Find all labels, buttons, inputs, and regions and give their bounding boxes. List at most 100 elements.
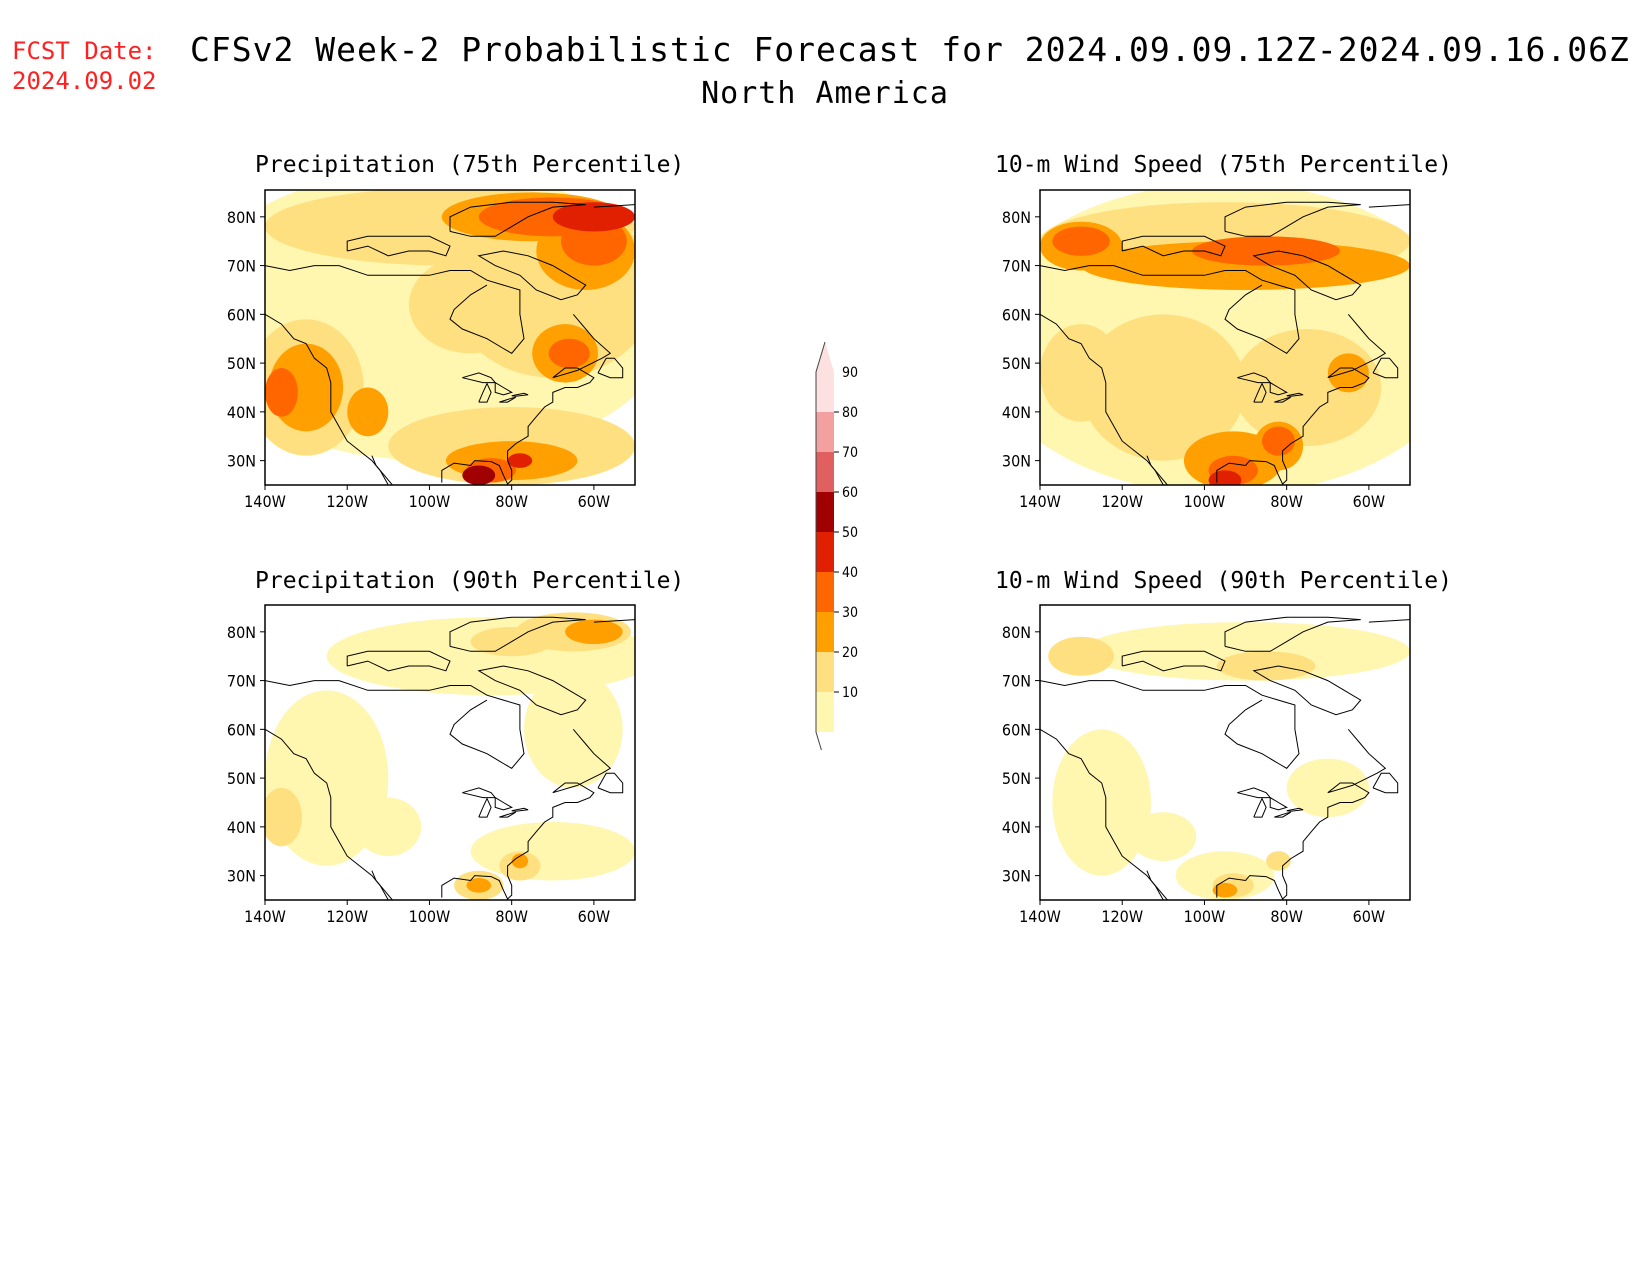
lon-label: 80W (495, 492, 528, 511)
coastline (371, 455, 393, 485)
colorbar-label: 10 (842, 685, 858, 701)
coastline (449, 616, 586, 652)
lon-label: 120W (326, 907, 368, 926)
probability-shading (1208, 470, 1242, 485)
lat-label: 70N (1002, 257, 1031, 276)
coastline (346, 235, 451, 257)
lon-label: 140W (244, 907, 286, 926)
coastline (593, 619, 635, 623)
region-subtitle: North America (701, 76, 949, 111)
coastline (597, 357, 624, 379)
coastline (1040, 680, 1300, 769)
lon-label: 140W (244, 492, 286, 511)
panel-title-wind-75: 10-m Wind Speed (75th Percentile) (995, 152, 1452, 178)
probability-shading (1048, 636, 1114, 676)
lon-label: 60W (1353, 907, 1386, 926)
probability-shading (1192, 236, 1341, 266)
coastline (1372, 772, 1399, 794)
lat-label: 60N (1002, 305, 1031, 324)
probability-shading (1216, 651, 1316, 681)
lon-label: 100W (1184, 492, 1226, 511)
colorbar-top-arrow (816, 342, 834, 372)
colorbar-label: 50 (842, 525, 858, 541)
lat-label: 50N (227, 354, 256, 373)
coastline (1224, 616, 1361, 652)
lon-label: 120W (1101, 907, 1143, 926)
colorbar-label: 60 (842, 485, 858, 501)
lat-label: 70N (227, 257, 256, 276)
map-precip-75: 80N 70N 60N 50N 40N 30N 140W 120W 100W 80W 60W (227, 189, 636, 511)
lon-label: 120W (326, 492, 368, 511)
probability-shading (408, 255, 533, 354)
colorbar-label: 30 (842, 605, 858, 621)
coastline (597, 772, 624, 794)
coastline (1040, 265, 1300, 354)
colorbar-segment (816, 532, 834, 572)
coastline (494, 797, 513, 811)
probability-colorbar: 90 80 70 60 50 40 30 20 10 (815, 341, 858, 750)
lat-label: 70N (1002, 672, 1031, 691)
coastline (1252, 250, 1362, 301)
coastline (511, 392, 529, 397)
probability-shading (1262, 426, 1295, 456)
colorbar-label: 40 (842, 565, 858, 581)
coastline (1040, 728, 1164, 900)
coastline (494, 382, 513, 396)
coastline (371, 870, 393, 900)
coastline (441, 728, 612, 900)
map-frame (1039, 604, 1411, 901)
lat-label: 80N (227, 208, 256, 227)
fcst-date: 2024.09.02 (12, 67, 157, 95)
coastline (478, 797, 492, 818)
lat-label: 30N (227, 452, 256, 471)
coastline (462, 787, 497, 799)
lat-label: 80N (227, 623, 256, 642)
coastline (1286, 807, 1304, 812)
map-precip-90: 80N 70N 60N 50N 40N 30N 140W 120W 100W 80W 60W (227, 604, 636, 926)
coastline (1368, 204, 1410, 208)
coastline (1368, 619, 1410, 623)
fcst-label: FCST Date: (12, 37, 157, 65)
lat-label: 80N (1002, 623, 1031, 642)
forecast-date-label: FCST Date: 2024.09.02 (12, 36, 157, 96)
panel-title-wind-90: 10-m Wind Speed (90th Percentile) (995, 568, 1452, 594)
lat-label: 80N (1002, 208, 1031, 227)
lat-label: 40N (227, 818, 256, 837)
probability-shading (265, 787, 302, 847)
coastline (478, 382, 492, 403)
colorbar-segment (816, 652, 834, 692)
lon-label: 80W (495, 907, 528, 926)
coastline (265, 680, 525, 769)
coastline (265, 728, 389, 900)
lon-label: 60W (1353, 492, 1386, 511)
lat-label: 60N (227, 720, 256, 739)
probability-shading (511, 853, 529, 869)
probability-shading (1266, 851, 1291, 871)
colorbar-segment (816, 452, 834, 492)
coastline (449, 201, 586, 237)
coastline (499, 811, 517, 818)
lat-label: 60N (1002, 720, 1031, 739)
coastline (1224, 201, 1361, 237)
lat-label: 50N (227, 769, 256, 788)
map-frame (1039, 189, 1411, 486)
lat-label: 30N (1002, 867, 1031, 886)
colorbar-segment (816, 612, 834, 652)
colorbar-outline (815, 341, 826, 750)
probability-shading (265, 367, 298, 417)
colorbar-segment (816, 572, 834, 612)
lat-label: 40N (227, 403, 256, 422)
coastline (1286, 392, 1304, 397)
coastline (1274, 811, 1292, 818)
lon-label: 100W (409, 492, 451, 511)
colorbar-segment (816, 492, 834, 532)
lon-label: 140W (1019, 907, 1061, 926)
coastline (1274, 396, 1292, 403)
coastline (1269, 382, 1288, 396)
lon-label: 80W (1270, 907, 1303, 926)
coastline (1372, 357, 1399, 379)
coastline (265, 265, 525, 354)
probability-shading (347, 387, 389, 437)
coastline (1121, 650, 1226, 672)
lon-label: 140W (1019, 492, 1061, 511)
